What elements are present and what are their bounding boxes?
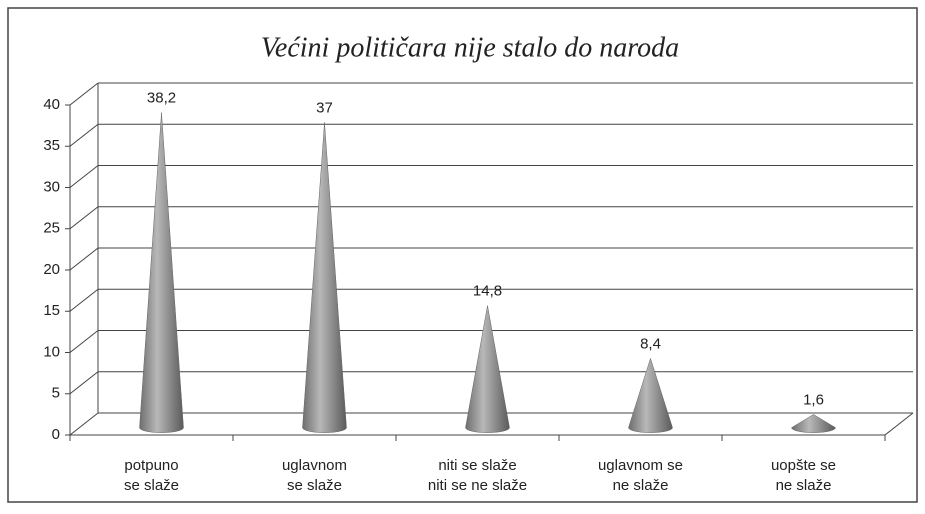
value-label: 8,4 bbox=[640, 335, 661, 352]
x-tick-label-line: ne slaže bbox=[776, 477, 832, 494]
grid-line bbox=[69, 288, 99, 312]
y-tick-label: 25 bbox=[43, 220, 60, 237]
x-tick-label-line: se slaže bbox=[287, 477, 342, 494]
value-label: 14,8 bbox=[473, 283, 502, 300]
x-tick-label: uopšte se ne slaže bbox=[771, 457, 836, 494]
value-label: 1,6 bbox=[803, 391, 824, 408]
x-tick-label-line: uglavnom bbox=[282, 457, 347, 474]
value-label: 37 bbox=[316, 99, 333, 116]
y-tick-label: 35 bbox=[43, 137, 60, 154]
cone bbox=[628, 357, 673, 433]
grid-line bbox=[69, 371, 99, 395]
chart-title: Većini političara nije stalo do naroda bbox=[261, 32, 679, 63]
cone bbox=[791, 414, 836, 433]
grid-line bbox=[69, 330, 99, 353]
grid-line bbox=[69, 123, 99, 147]
x-tick-label-line: potpuno bbox=[124, 457, 178, 474]
y-tick-label: 40 bbox=[43, 96, 60, 113]
cone bbox=[139, 112, 184, 433]
x-tick-label-line: ne slaže bbox=[613, 477, 669, 494]
x-tick-label-line: niti se slaže bbox=[438, 457, 516, 474]
x-tick-label-line: uglavnom se bbox=[598, 457, 683, 474]
y-tick-label: 30 bbox=[43, 178, 60, 195]
grid-line bbox=[69, 412, 99, 436]
x-tick-label: uglavnom se slaže bbox=[282, 457, 347, 494]
y-tick-label: 10 bbox=[43, 343, 60, 360]
x-tick-label: uglavnom se ne slaže bbox=[598, 457, 683, 494]
grid-line bbox=[69, 82, 99, 106]
x-tick-label-line: niti se ne slaže bbox=[428, 477, 527, 494]
y-tick-label: 0 bbox=[52, 426, 60, 443]
floor-side bbox=[884, 412, 914, 436]
cone bbox=[302, 122, 347, 433]
value-label: 38,2 bbox=[147, 89, 176, 106]
x-tick-label: niti se slaže niti se ne slaže bbox=[428, 457, 527, 494]
y-tick-label: 20 bbox=[43, 261, 60, 278]
x-tick-label: potpuno se slaže bbox=[124, 457, 179, 494]
grid-line bbox=[69, 247, 99, 271]
y-tick-label: 15 bbox=[43, 302, 60, 319]
x-tick-label-line: se slaže bbox=[124, 477, 179, 494]
grid-line bbox=[69, 206, 99, 230]
x-tick-label-line: uopšte se bbox=[771, 457, 836, 474]
frame bbox=[7, 7, 918, 503]
cone bbox=[465, 305, 510, 433]
y-tick-label: 5 bbox=[52, 385, 60, 402]
grid-line bbox=[69, 165, 99, 188]
